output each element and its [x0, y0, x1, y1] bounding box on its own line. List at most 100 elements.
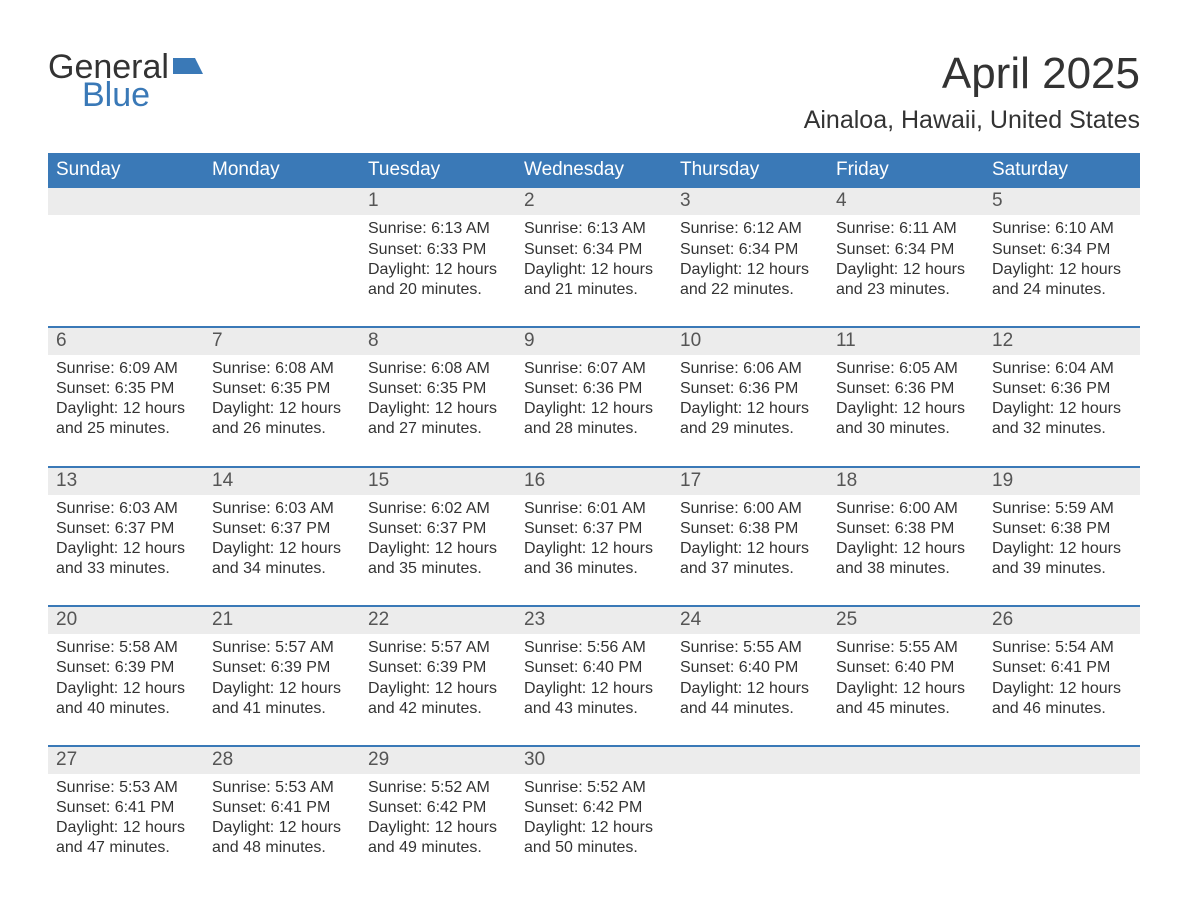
day-number: 10 [672, 328, 828, 355]
sunrise-text: Sunrise: 6:00 AM [836, 499, 978, 519]
sunset-text: Sunset: 6:41 PM [992, 658, 1134, 678]
logo: General Blue [48, 50, 203, 112]
weekday-header: Thursday [672, 153, 828, 188]
day-body: Sunrise: 6:04 AMSunset: 6:36 PMDaylight:… [984, 355, 1140, 444]
daybody-row: Sunrise: 6:09 AMSunset: 6:35 PMDaylight:… [48, 355, 1140, 444]
day-number: 11 [828, 328, 984, 355]
sunset-text: Sunset: 6:38 PM [680, 519, 822, 539]
sunrise-text: Sunrise: 6:13 AM [524, 219, 666, 239]
sunrise-text: Sunrise: 6:13 AM [368, 219, 510, 239]
sunset-text: Sunset: 6:36 PM [836, 379, 978, 399]
daylight-text: Daylight: 12 hours and 33 minutes. [56, 539, 198, 579]
day-number: 26 [984, 607, 1140, 634]
day-body [984, 774, 1140, 863]
sunset-text: Sunset: 6:42 PM [368, 798, 510, 818]
day-number [204, 188, 360, 215]
sunset-text: Sunset: 6:37 PM [56, 519, 198, 539]
day-number: 21 [204, 607, 360, 634]
day-body: Sunrise: 6:12 AMSunset: 6:34 PMDaylight:… [672, 215, 828, 304]
sunset-text: Sunset: 6:41 PM [212, 798, 354, 818]
daylight-text: Daylight: 12 hours and 37 minutes. [680, 539, 822, 579]
sunset-text: Sunset: 6:35 PM [56, 379, 198, 399]
logo-text-blue: Blue [82, 78, 203, 112]
daylight-text: Daylight: 12 hours and 32 minutes. [992, 399, 1134, 439]
sunset-text: Sunset: 6:39 PM [56, 658, 198, 678]
daynum-row: 12345 [48, 188, 1140, 215]
daylight-text: Daylight: 12 hours and 47 minutes. [56, 818, 198, 858]
sunrise-text: Sunrise: 6:11 AM [836, 219, 978, 239]
day-body: Sunrise: 5:53 AMSunset: 6:41 PMDaylight:… [204, 774, 360, 863]
daylight-text: Daylight: 12 hours and 25 minutes. [56, 399, 198, 439]
daylight-text: Daylight: 12 hours and 34 minutes. [212, 539, 354, 579]
daylight-text: Daylight: 12 hours and 20 minutes. [368, 260, 510, 300]
day-number: 15 [360, 468, 516, 495]
daylight-text: Daylight: 12 hours and 44 minutes. [680, 679, 822, 719]
sunrise-text: Sunrise: 5:55 AM [680, 638, 822, 658]
sunrise-text: Sunrise: 5:57 AM [368, 638, 510, 658]
weekday-header: Wednesday [516, 153, 672, 188]
daylight-text: Daylight: 12 hours and 46 minutes. [992, 679, 1134, 719]
calendar-week: 6789101112Sunrise: 6:09 AMSunset: 6:35 P… [48, 326, 1140, 444]
day-body: Sunrise: 6:01 AMSunset: 6:37 PMDaylight:… [516, 495, 672, 584]
day-number: 1 [360, 188, 516, 215]
sunset-text: Sunset: 6:40 PM [836, 658, 978, 678]
daylight-text: Daylight: 12 hours and 43 minutes. [524, 679, 666, 719]
daylight-text: Daylight: 12 hours and 26 minutes. [212, 399, 354, 439]
sunrise-text: Sunrise: 6:12 AM [680, 219, 822, 239]
calendar-week: 13141516171819Sunrise: 6:03 AMSunset: 6:… [48, 466, 1140, 584]
weekday-header: Sunday [48, 153, 204, 188]
sunrise-text: Sunrise: 6:02 AM [368, 499, 510, 519]
daylight-text: Daylight: 12 hours and 23 minutes. [836, 260, 978, 300]
sunrise-text: Sunrise: 6:04 AM [992, 359, 1134, 379]
daynum-row: 27282930 [48, 747, 1140, 774]
day-number: 19 [984, 468, 1140, 495]
sunset-text: Sunset: 6:36 PM [992, 379, 1134, 399]
day-body: Sunrise: 5:52 AMSunset: 6:42 PMDaylight:… [360, 774, 516, 863]
day-number: 27 [48, 747, 204, 774]
location: Ainaloa, Hawaii, United States [804, 106, 1140, 135]
sunset-text: Sunset: 6:38 PM [992, 519, 1134, 539]
day-number: 22 [360, 607, 516, 634]
sunrise-text: Sunrise: 6:08 AM [368, 359, 510, 379]
day-number: 23 [516, 607, 672, 634]
daylight-text: Daylight: 12 hours and 22 minutes. [680, 260, 822, 300]
sunrise-text: Sunrise: 5:56 AM [524, 638, 666, 658]
sunset-text: Sunset: 6:42 PM [524, 798, 666, 818]
day-number [984, 747, 1140, 774]
sunrise-text: Sunrise: 6:05 AM [836, 359, 978, 379]
day-body [672, 774, 828, 863]
sunrise-text: Sunrise: 6:06 AM [680, 359, 822, 379]
day-number [48, 188, 204, 215]
sunrise-text: Sunrise: 5:58 AM [56, 638, 198, 658]
day-body: Sunrise: 6:07 AMSunset: 6:36 PMDaylight:… [516, 355, 672, 444]
daylight-text: Daylight: 12 hours and 48 minutes. [212, 818, 354, 858]
day-number: 2 [516, 188, 672, 215]
daybody-row: Sunrise: 5:58 AMSunset: 6:39 PMDaylight:… [48, 634, 1140, 723]
sunrise-text: Sunrise: 5:52 AM [368, 778, 510, 798]
day-body: Sunrise: 5:56 AMSunset: 6:40 PMDaylight:… [516, 634, 672, 723]
sunset-text: Sunset: 6:38 PM [836, 519, 978, 539]
daylight-text: Daylight: 12 hours and 42 minutes. [368, 679, 510, 719]
day-number: 29 [360, 747, 516, 774]
day-number: 5 [984, 188, 1140, 215]
day-body: Sunrise: 5:54 AMSunset: 6:41 PMDaylight:… [984, 634, 1140, 723]
day-number: 13 [48, 468, 204, 495]
daylight-text: Daylight: 12 hours and 50 minutes. [524, 818, 666, 858]
sunrise-text: Sunrise: 6:07 AM [524, 359, 666, 379]
title-block: April 2025 Ainaloa, Hawaii, United State… [804, 50, 1140, 135]
day-body: Sunrise: 6:00 AMSunset: 6:38 PMDaylight:… [828, 495, 984, 584]
day-body: Sunrise: 6:09 AMSunset: 6:35 PMDaylight:… [48, 355, 204, 444]
sunrise-text: Sunrise: 6:00 AM [680, 499, 822, 519]
daylight-text: Daylight: 12 hours and 41 minutes. [212, 679, 354, 719]
day-body: Sunrise: 6:02 AMSunset: 6:37 PMDaylight:… [360, 495, 516, 584]
day-number: 9 [516, 328, 672, 355]
sunrise-text: Sunrise: 6:09 AM [56, 359, 198, 379]
day-number: 8 [360, 328, 516, 355]
daylight-text: Daylight: 12 hours and 36 minutes. [524, 539, 666, 579]
daylight-text: Daylight: 12 hours and 21 minutes. [524, 260, 666, 300]
daylight-text: Daylight: 12 hours and 38 minutes. [836, 539, 978, 579]
day-body: Sunrise: 6:10 AMSunset: 6:34 PMDaylight:… [984, 215, 1140, 304]
day-number: 28 [204, 747, 360, 774]
day-number: 3 [672, 188, 828, 215]
daylight-text: Daylight: 12 hours and 40 minutes. [56, 679, 198, 719]
